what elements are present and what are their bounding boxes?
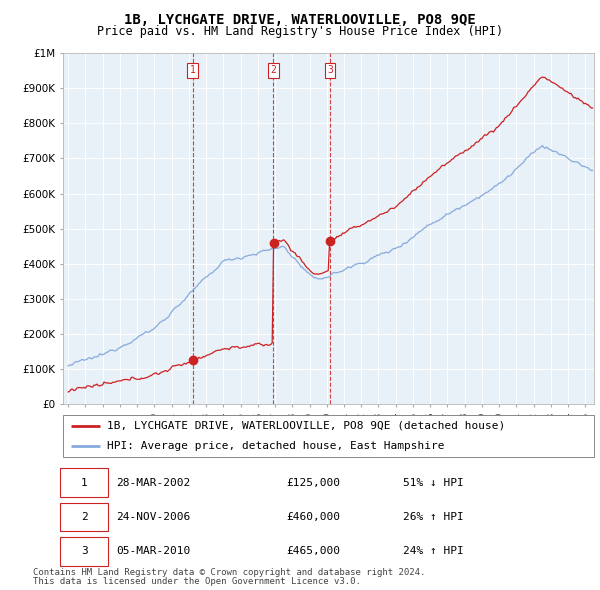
Text: 1: 1 <box>190 65 196 76</box>
Text: Contains HM Land Registry data © Crown copyright and database right 2024.: Contains HM Land Registry data © Crown c… <box>33 568 425 576</box>
Text: 3: 3 <box>81 546 88 556</box>
Text: £465,000: £465,000 <box>286 546 340 556</box>
Text: 1B, LYCHGATE DRIVE, WATERLOOVILLE, PO8 9QE: 1B, LYCHGATE DRIVE, WATERLOOVILLE, PO8 9… <box>124 13 476 27</box>
Text: 1B, LYCHGATE DRIVE, WATERLOOVILLE, PO8 9QE (detached house): 1B, LYCHGATE DRIVE, WATERLOOVILLE, PO8 9… <box>107 421 505 431</box>
Text: 2: 2 <box>271 65 276 76</box>
Text: £460,000: £460,000 <box>286 512 340 522</box>
Text: 1: 1 <box>81 478 88 488</box>
Text: 28-MAR-2002: 28-MAR-2002 <box>116 478 190 488</box>
FancyBboxPatch shape <box>63 415 594 457</box>
Text: Price paid vs. HM Land Registry's House Price Index (HPI): Price paid vs. HM Land Registry's House … <box>97 25 503 38</box>
Text: HPI: Average price, detached house, East Hampshire: HPI: Average price, detached house, East… <box>107 441 444 451</box>
Text: This data is licensed under the Open Government Licence v3.0.: This data is licensed under the Open Gov… <box>33 577 361 586</box>
Text: 24-NOV-2006: 24-NOV-2006 <box>116 512 190 522</box>
FancyBboxPatch shape <box>61 468 108 497</box>
Text: 51% ↓ HPI: 51% ↓ HPI <box>403 478 464 488</box>
Text: £125,000: £125,000 <box>286 478 340 488</box>
FancyBboxPatch shape <box>61 537 108 565</box>
Text: 26% ↑ HPI: 26% ↑ HPI <box>403 512 464 522</box>
Text: 24% ↑ HPI: 24% ↑ HPI <box>403 546 464 556</box>
FancyBboxPatch shape <box>61 503 108 532</box>
Text: 2: 2 <box>81 512 88 522</box>
Text: 05-MAR-2010: 05-MAR-2010 <box>116 546 190 556</box>
Text: 3: 3 <box>327 65 333 76</box>
